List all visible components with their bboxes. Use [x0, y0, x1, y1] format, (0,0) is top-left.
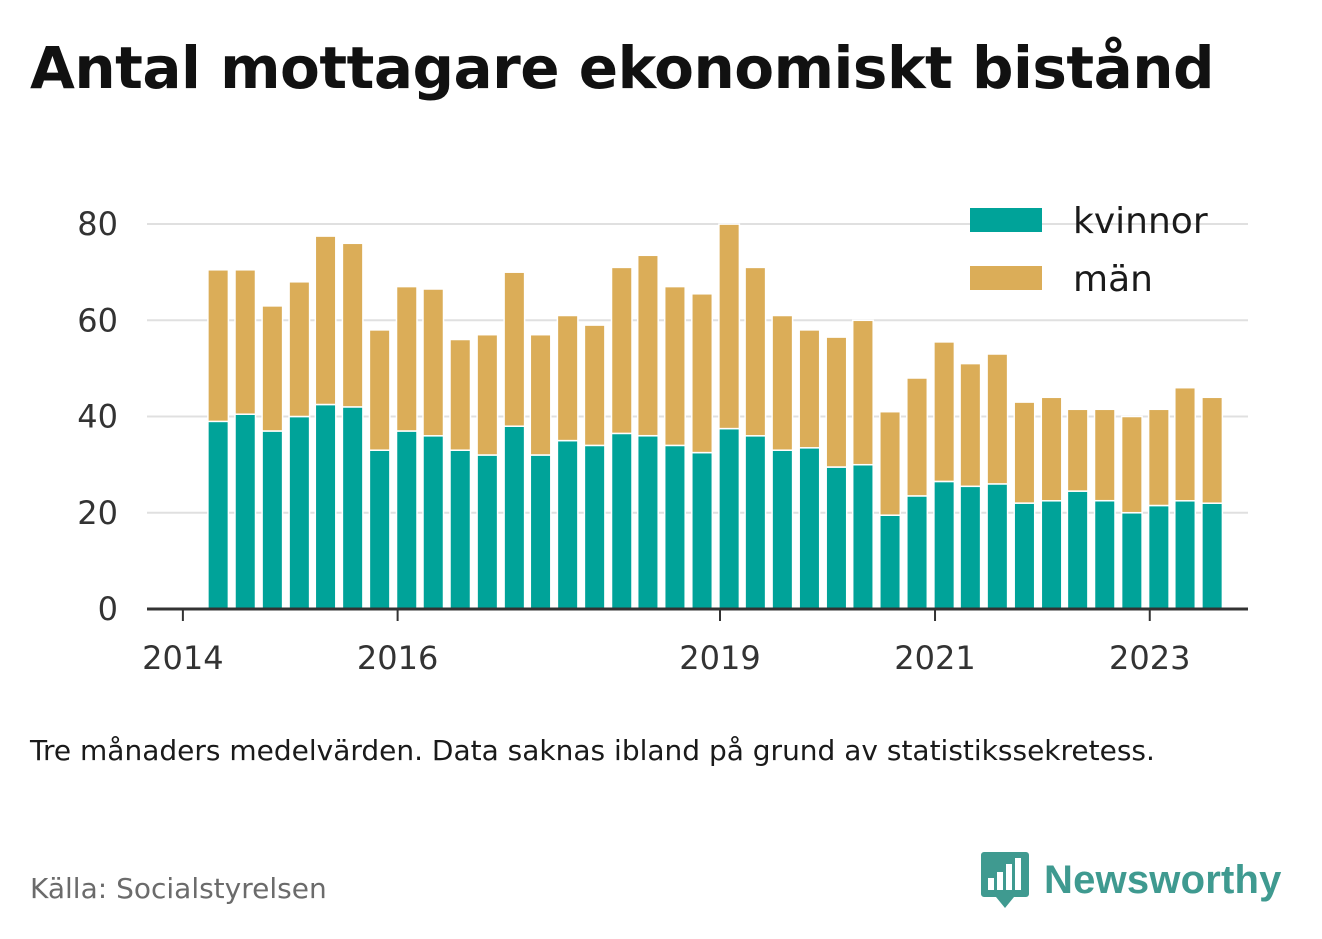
bar-kvinnor [1093, 499, 1116, 610]
bar-kvinnor [906, 495, 929, 610]
bar-kvinnor [1066, 490, 1089, 610]
y-tick-label: 0 [98, 590, 118, 628]
bar-män [744, 266, 767, 437]
bar-kvinnor [395, 430, 418, 610]
bar-män [261, 305, 284, 432]
bar-kvinnor [933, 480, 956, 610]
bar-män [314, 235, 337, 406]
bar-män [368, 329, 391, 451]
bar-män [1174, 386, 1197, 502]
y-tick-label: 20 [77, 494, 118, 532]
bar-män [986, 353, 1009, 485]
bar-kvinnor [556, 439, 579, 610]
y-tick-label: 60 [77, 301, 118, 339]
bar-män [1120, 415, 1143, 514]
bar-män [422, 288, 445, 437]
bar-män [449, 338, 472, 451]
bar-män [341, 242, 364, 408]
bar-män [933, 341, 956, 483]
source-credit: Källa: Socialstyrelsen [30, 872, 327, 905]
bar-kvinnor [879, 514, 902, 610]
y-tick-label: 80 [77, 205, 118, 243]
bar-kvinnor [718, 427, 741, 610]
bar-män [636, 254, 659, 437]
x-tick-label: 2016 [357, 639, 438, 677]
chart-note: Tre månaders medelvärden. Data saknas ib… [30, 734, 1155, 767]
bar-kvinnor [583, 444, 606, 610]
bar-kvinnor [422, 435, 445, 610]
bar-män [207, 269, 230, 423]
bar-kvinnor [825, 466, 848, 610]
bar-män [798, 329, 821, 449]
bar-kvinnor [288, 415, 311, 610]
bar-män [1066, 408, 1089, 492]
newsworthy-logo: Newsworthy [980, 850, 1282, 910]
bar-kvinnor [1201, 502, 1224, 610]
bar-män [1040, 396, 1063, 502]
bar-män [959, 362, 982, 488]
bar-män [1201, 396, 1224, 504]
brand-name: Newsworthy [1044, 857, 1282, 902]
bar-män [476, 333, 499, 456]
bar-män [1013, 401, 1036, 504]
bar-kvinnor [503, 425, 526, 610]
bar-män [825, 336, 848, 468]
x-tick-label: 2019 [679, 639, 760, 677]
axes: 0 20 40 60 80 2014 2016 2019 2021 2023 [77, 205, 1248, 677]
bar-kvinnor [851, 463, 874, 610]
legend-label-män: män [1073, 259, 1153, 300]
bar-män [771, 314, 794, 451]
x-tick-label: 2014 [142, 639, 223, 677]
bar-män [610, 266, 633, 435]
bar-kvinnor [959, 485, 982, 610]
bar-män [1093, 408, 1116, 502]
bar-kvinnor [476, 454, 499, 610]
bar-kvinnor [1120, 512, 1143, 610]
bar-kvinnor [261, 430, 284, 610]
bar-kvinnor [663, 444, 686, 610]
bar-kvinnor [610, 432, 633, 610]
y-tick-label: 40 [77, 398, 118, 436]
legend: kvinnor män [970, 201, 1208, 300]
bar-kvinnor [207, 420, 230, 610]
legend-label-kvinnor: kvinnor [1073, 201, 1208, 242]
bar-kvinnor [771, 449, 794, 610]
bar-kvinnor [529, 454, 552, 610]
bar-kvinnor [341, 406, 364, 610]
bar-kvinnor [234, 413, 257, 610]
x-tick-label: 2021 [894, 639, 975, 677]
x-tick-label: 2023 [1109, 639, 1190, 677]
bar-kvinnor [1174, 499, 1197, 610]
bar-män [1147, 408, 1170, 507]
bar-kvinnor [368, 449, 391, 610]
bar-män [906, 377, 929, 497]
bar-kvinnor [798, 447, 821, 610]
bar-män [691, 293, 714, 454]
bar-kvinnor [1147, 504, 1170, 610]
bar-kvinnor [1013, 502, 1036, 610]
bar-kvinnor [744, 435, 767, 610]
legend-swatch-kvinnor [970, 208, 1042, 232]
bar-män [503, 271, 526, 427]
bar-män [583, 324, 606, 447]
bar-män [288, 281, 311, 418]
chart-title: Antal mottagare ekonomiskt bistånd [30, 34, 1215, 102]
bar-män [395, 285, 418, 432]
bar-män [663, 285, 686, 447]
bar-kvinnor [691, 451, 714, 610]
bar-män [529, 333, 552, 456]
bar-kvinnor [986, 483, 1009, 610]
bar-kvinnor [1040, 499, 1063, 610]
bar-chart-speech-bubble-icon [981, 852, 1029, 908]
bar-kvinnor [449, 449, 472, 610]
bar-män [851, 319, 874, 466]
bar-män [879, 410, 902, 516]
bar-män [556, 314, 579, 442]
bar-män [234, 269, 257, 415]
bar-kvinnor [314, 403, 337, 610]
bar-män [718, 223, 741, 430]
legend-swatch-män [970, 266, 1042, 290]
bar-kvinnor [636, 435, 659, 610]
